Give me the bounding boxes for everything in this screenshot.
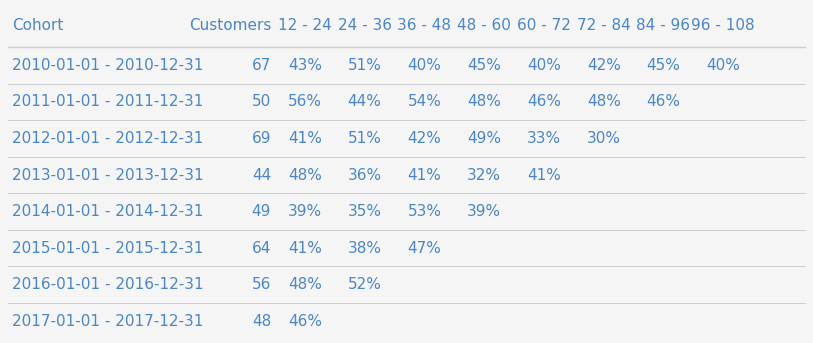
Text: 30%: 30%	[587, 131, 620, 146]
Text: 39%: 39%	[288, 204, 322, 219]
Text: 36 - 48: 36 - 48	[398, 18, 451, 33]
Text: 40%: 40%	[527, 58, 561, 73]
Text: 41%: 41%	[288, 131, 322, 146]
Text: 67: 67	[252, 58, 271, 73]
Text: 41%: 41%	[407, 168, 441, 182]
Text: 32%: 32%	[467, 168, 501, 182]
Text: 40%: 40%	[407, 58, 441, 73]
Text: 48%: 48%	[467, 94, 501, 109]
Text: Customers: Customers	[189, 18, 271, 33]
Text: Cohort: Cohort	[12, 18, 63, 33]
Text: 45%: 45%	[646, 58, 680, 73]
Text: 2011-01-01 - 2011-12-31: 2011-01-01 - 2011-12-31	[12, 94, 203, 109]
Text: 46%: 46%	[288, 314, 322, 329]
Text: 43%: 43%	[288, 58, 322, 73]
Text: 41%: 41%	[288, 241, 322, 256]
Text: 41%: 41%	[527, 168, 561, 182]
Text: 48%: 48%	[288, 277, 322, 292]
Text: 2010-01-01 - 2010-12-31: 2010-01-01 - 2010-12-31	[12, 58, 203, 73]
Text: 48%: 48%	[288, 168, 322, 182]
Text: 46%: 46%	[646, 94, 680, 109]
Text: 2014-01-01 - 2014-12-31: 2014-01-01 - 2014-12-31	[12, 204, 203, 219]
Text: 69: 69	[251, 131, 271, 146]
Text: 53%: 53%	[407, 204, 441, 219]
Text: 42%: 42%	[407, 131, 441, 146]
Text: 2012-01-01 - 2012-12-31: 2012-01-01 - 2012-12-31	[12, 131, 203, 146]
Text: 84 - 96: 84 - 96	[637, 18, 690, 33]
Text: 50: 50	[252, 94, 271, 109]
Text: 46%: 46%	[527, 94, 561, 109]
Text: 48: 48	[252, 314, 271, 329]
Text: 54%: 54%	[407, 94, 441, 109]
Text: 36%: 36%	[348, 168, 382, 182]
Text: 52%: 52%	[348, 277, 381, 292]
Text: 49%: 49%	[467, 131, 501, 146]
Text: 48%: 48%	[587, 94, 620, 109]
Text: 2017-01-01 - 2017-12-31: 2017-01-01 - 2017-12-31	[12, 314, 203, 329]
Text: 60 - 72: 60 - 72	[517, 18, 571, 33]
Text: 56: 56	[252, 277, 271, 292]
Text: 48 - 60: 48 - 60	[457, 18, 511, 33]
Text: 40%: 40%	[706, 58, 740, 73]
Text: 51%: 51%	[348, 131, 381, 146]
Text: 38%: 38%	[348, 241, 381, 256]
Text: 2013-01-01 - 2013-12-31: 2013-01-01 - 2013-12-31	[12, 168, 204, 182]
Text: 44%: 44%	[348, 94, 381, 109]
Text: 51%: 51%	[348, 58, 381, 73]
Text: 96 - 108: 96 - 108	[691, 18, 755, 33]
Text: 72 - 84: 72 - 84	[576, 18, 631, 33]
Text: 47%: 47%	[407, 241, 441, 256]
Text: 35%: 35%	[348, 204, 381, 219]
Text: 49: 49	[252, 204, 271, 219]
Text: 45%: 45%	[467, 58, 501, 73]
Text: 12 - 24: 12 - 24	[278, 18, 332, 33]
Text: 39%: 39%	[467, 204, 502, 219]
Text: 2015-01-01 - 2015-12-31: 2015-01-01 - 2015-12-31	[12, 241, 203, 256]
Text: 33%: 33%	[527, 131, 561, 146]
Text: 64: 64	[252, 241, 271, 256]
Text: 44: 44	[252, 168, 271, 182]
Text: 2016-01-01 - 2016-12-31: 2016-01-01 - 2016-12-31	[12, 277, 204, 292]
Text: 24 - 36: 24 - 36	[337, 18, 392, 33]
Text: 42%: 42%	[587, 58, 620, 73]
Text: 56%: 56%	[288, 94, 322, 109]
